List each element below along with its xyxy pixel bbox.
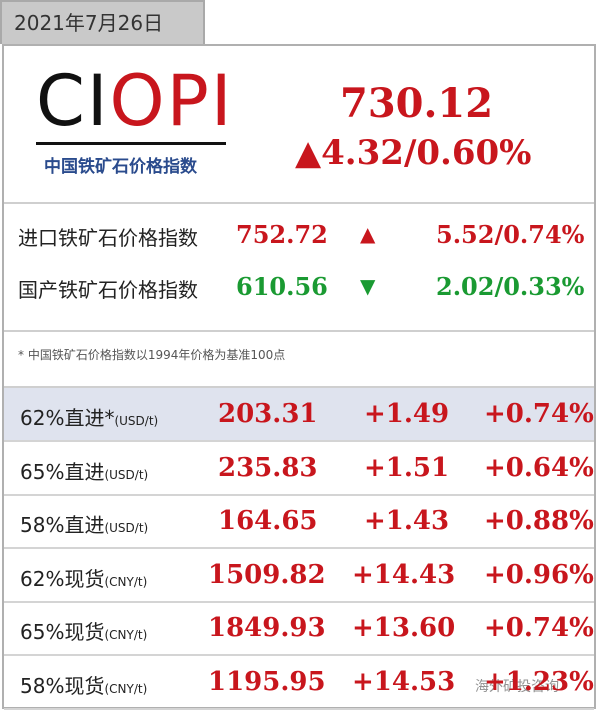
watermark: 海外矿投咨询 xyxy=(475,679,559,695)
unit: (USD/t) xyxy=(104,521,149,535)
table-row xyxy=(4,388,594,442)
row-label: 65%现货(CNY/t) xyxy=(20,616,147,645)
table-row xyxy=(4,549,594,603)
index-value: 730.12 xyxy=(340,80,494,127)
price: 1509.82 xyxy=(208,559,326,590)
separator xyxy=(4,330,594,332)
table-row xyxy=(4,442,594,496)
logo-subtitle: 中国铁矿石价格指数 xyxy=(44,157,197,177)
logo-part: CI xyxy=(36,60,110,142)
price: 164.65 xyxy=(218,506,318,536)
percent: +0.74% xyxy=(484,613,594,643)
unit: (USD/t) xyxy=(104,467,149,482)
table-row xyxy=(4,495,594,549)
product: 62%直进* xyxy=(20,406,115,430)
change: +13.60 xyxy=(352,613,456,643)
row-label: 65%直进(USD/t) xyxy=(20,456,148,485)
row-label: 58%现货(CNY/t) xyxy=(20,670,147,699)
change: +1.51 xyxy=(364,452,450,483)
product: 65%现货 xyxy=(20,620,105,644)
unit: (CNY/t) xyxy=(104,574,148,589)
note: * 中国铁矿石价格指数以1994年价格为基准100点 xyxy=(18,348,286,362)
unit: (CNY/t) xyxy=(104,628,148,642)
sub-index-arrow: ▲ xyxy=(360,222,376,246)
unit: (CNY/t) xyxy=(104,681,148,696)
product: 62%现货 xyxy=(20,566,105,591)
sub-index-value: 610.56 xyxy=(236,272,328,301)
sub-index-value: 752.72 xyxy=(236,220,328,249)
percent: +0.96% xyxy=(484,559,594,590)
product: 58%直进 xyxy=(20,513,105,537)
logo-part: OPI xyxy=(109,60,234,142)
change: +1.49 xyxy=(364,399,450,429)
unit: (USD/t) xyxy=(114,414,159,428)
sub-index-name: 国产铁矿石价格指数 xyxy=(18,278,198,302)
percent: +0.88% xyxy=(484,506,594,536)
price: 203.31 xyxy=(218,399,318,429)
change: +14.53 xyxy=(352,666,456,697)
change: +14.43 xyxy=(352,559,456,590)
sub-index-change: 5.52/0.74% xyxy=(436,220,585,249)
row-label: 62%直进*(USD/t) xyxy=(20,402,158,431)
logo: CIOPI xyxy=(36,66,234,136)
price: 235.83 xyxy=(218,452,318,483)
index-change: ▲4.32/0.60% xyxy=(295,133,532,173)
row-label: 62%现货(CNY/t) xyxy=(20,563,147,592)
table-row xyxy=(4,656,594,710)
change: +1.43 xyxy=(364,506,450,536)
table-row xyxy=(4,602,594,656)
row-label: 58%直进(USD/t) xyxy=(20,509,148,538)
separator xyxy=(4,202,594,204)
percent: +0.74% xyxy=(484,399,594,429)
separator xyxy=(4,386,594,388)
percent: +0.64% xyxy=(484,452,594,483)
logo-rule xyxy=(36,142,226,145)
price: 1195.95 xyxy=(208,666,326,697)
sub-index-name: 进口铁矿石价格指数 xyxy=(18,226,198,250)
percent: +1.23% xyxy=(484,666,594,697)
sub-index-arrow: ▼ xyxy=(360,274,376,298)
product: 58%现货 xyxy=(20,673,105,698)
date-tab: 2021年7月26日 xyxy=(0,0,205,44)
sub-index-change: 2.02/0.33% xyxy=(436,272,585,301)
product: 65%直进 xyxy=(20,459,105,484)
price: 1849.93 xyxy=(208,613,326,643)
